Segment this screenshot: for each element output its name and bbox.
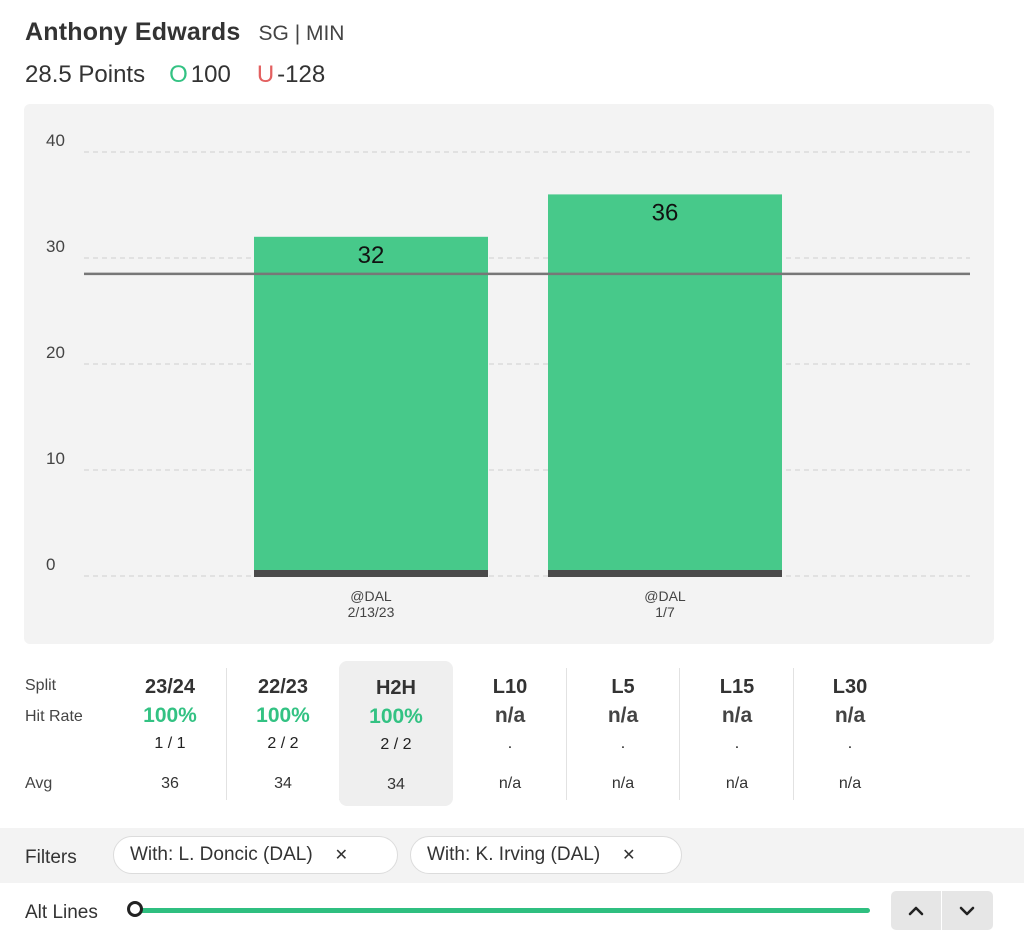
filter-chip-label: With: K. Irving (DAL) (427, 844, 601, 865)
split-name: L10 (492, 676, 528, 698)
hit-rate-fraction: 1 / 1 (154, 735, 186, 752)
bar (548, 194, 782, 576)
split-column-22-23[interactable]: 22/23 100% 2 / 2 34 (226, 660, 340, 800)
hit-rate-fraction: . (847, 735, 853, 752)
over-indicator: O (169, 61, 188, 88)
hit-rate-fraction: 2 / 2 (380, 736, 412, 753)
avg-row-label: Avg (25, 775, 53, 792)
avg-value: 34 (387, 776, 405, 793)
split-column-l5[interactable]: L5 n/a. n/a (566, 660, 680, 800)
split-name: L15 (719, 676, 755, 698)
over-odds[interactable]: 100 (190, 61, 231, 88)
under-odds[interactable]: -128 (277, 61, 326, 88)
bar (254, 236, 488, 577)
bar-value-label: 32 (358, 242, 385, 269)
hit-rate-value: 100% (256, 704, 310, 727)
line-down-button[interactable] (942, 891, 992, 930)
split-row-label: Split (25, 677, 57, 694)
split-column-l30[interactable]: L30 n/a. n/a (793, 660, 907, 800)
split-name: 22/23 (257, 676, 309, 698)
stepper-divider (941, 891, 942, 930)
column-divider (226, 668, 227, 800)
x-category-label: 2/13/23 (348, 604, 395, 620)
hit-rate-value: n/a (834, 704, 866, 727)
alt-lines-stepper (891, 891, 993, 930)
hit-rate-value: n/a (494, 704, 526, 727)
under-indicator: U (256, 61, 275, 88)
split-column-23-24[interactable]: 23/24 100% 1 / 1 36 (113, 660, 227, 800)
avg-value: n/a (611, 775, 635, 792)
hit-rate-value: n/a (721, 704, 753, 727)
line-up-button[interactable] (891, 891, 941, 930)
chevron-down-icon (959, 906, 975, 915)
x-category-label: @DAL (644, 588, 686, 604)
hit-rate-row-label: Hit Rate (25, 708, 83, 725)
column-divider (793, 668, 794, 800)
y-tick-label: 20 (46, 343, 65, 362)
player-position-team: SG | MIN (258, 22, 345, 45)
prop-header: Anthony Edwards SG | MIN 28.5 Points O 1… (25, 18, 344, 89)
bar-value-label: 36 (652, 199, 679, 226)
x-category-label: 1/7 (655, 604, 675, 620)
splits-table: Split Hit Rate Avg 23/24 100% 1 / 1 36 22/23… (0, 660, 1024, 808)
x-category-label: @DAL (350, 588, 392, 604)
hit-rate-fraction: 2 / 2 (267, 735, 299, 752)
y-tick-label: 30 (46, 237, 65, 256)
filters-bar: Filters With: L. Doncic (DAL) ✕ With: K.… (0, 828, 1024, 883)
chevron-up-icon (908, 906, 924, 915)
hit-rate-fraction: . (734, 735, 740, 752)
alt-lines-label: Alt Lines (25, 902, 98, 923)
hit-rate-value: 100% (143, 704, 197, 727)
avg-value: n/a (838, 775, 862, 792)
player-name: Anthony Edwards (25, 18, 241, 46)
hit-rate-fraction: . (507, 735, 513, 752)
alt-lines-row: Alt Lines (0, 883, 1024, 935)
hit-rate-value: n/a (607, 704, 639, 727)
split-name: 23/24 (144, 676, 196, 698)
alt-lines-slider-track[interactable] (138, 908, 870, 913)
split-column-l15[interactable]: L15 n/a. n/a (680, 660, 794, 800)
split-column-l10[interactable]: L10 n/a. n/a (453, 660, 567, 800)
y-tick-label: 40 (46, 131, 65, 150)
bar-baseline (254, 570, 488, 577)
prop-line-row: 28.5 Points O 100 U -128 (25, 61, 344, 89)
filter-chip-label: With: L. Doncic (DAL) (130, 844, 313, 865)
filter-chip-doncic[interactable]: With: L. Doncic (DAL) ✕ (113, 836, 398, 874)
avg-value: n/a (725, 775, 749, 792)
avg-value: 34 (274, 775, 292, 792)
hit-rate-value: 100% (369, 705, 423, 728)
close-icon[interactable]: ✕ (622, 847, 636, 864)
filter-chip-irving[interactable]: With: K. Irving (DAL) ✕ (410, 836, 682, 874)
prop-line: 28.5 Points (25, 61, 146, 88)
split-name: L5 (611, 676, 635, 698)
split-name: H2H (375, 677, 416, 699)
avg-value: 36 (161, 775, 179, 792)
bar-baseline (548, 570, 782, 577)
y-tick-label: 10 (46, 449, 65, 468)
y-tick-label: 0 (46, 555, 55, 574)
close-icon[interactable]: ✕ (334, 847, 349, 864)
split-column-h2h[interactable]: H2H 100% 2 / 2 34 (339, 661, 453, 806)
avg-value: n/a (498, 775, 522, 792)
filters-label: Filters (25, 847, 77, 868)
column-divider (679, 668, 680, 800)
alt-lines-slider-handle[interactable] (127, 901, 143, 917)
chart-panel: 0 10 20 30 40 32 @DAL 2/13/23 36 @DAL 1/7 (24, 104, 994, 644)
hit-rate-fraction: . (620, 735, 626, 752)
column-divider (566, 668, 567, 800)
split-name: L30 (832, 676, 868, 698)
